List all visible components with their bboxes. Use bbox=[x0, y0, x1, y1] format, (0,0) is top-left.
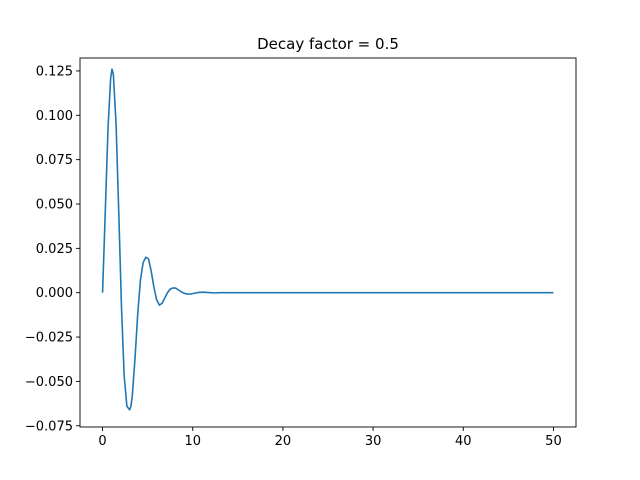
y-tick-label: 0.000 bbox=[36, 286, 73, 301]
y-tick-label: 0.050 bbox=[36, 198, 73, 213]
data-line bbox=[101, 68, 554, 411]
x-tick-label: 40 bbox=[455, 434, 472, 449]
y-tick-label: 0.025 bbox=[36, 242, 73, 257]
x-tick-label: 0 bbox=[98, 434, 106, 449]
y-tick-label: −0.050 bbox=[25, 375, 73, 390]
chart-title: Decay factor = 0.5 bbox=[257, 35, 399, 53]
x-tick-label: 50 bbox=[545, 434, 562, 449]
y-tick-label: 0.075 bbox=[36, 153, 73, 168]
y-tick-label: −0.025 bbox=[25, 331, 73, 346]
y-tick-label: 0.125 bbox=[36, 64, 73, 79]
x-tick-label: 30 bbox=[365, 434, 382, 449]
x-tick-label: 20 bbox=[275, 434, 292, 449]
y-tick-label: 0.100 bbox=[36, 109, 73, 124]
axes-frame bbox=[79, 57, 577, 428]
x-tick-label: 10 bbox=[184, 434, 201, 449]
y-tick-label: −0.075 bbox=[25, 419, 73, 434]
plot-area: 0 10 20 30 40 50 −0.075 −0.050 −0.025 0.000 0.025 0… bbox=[25, 57, 577, 449]
